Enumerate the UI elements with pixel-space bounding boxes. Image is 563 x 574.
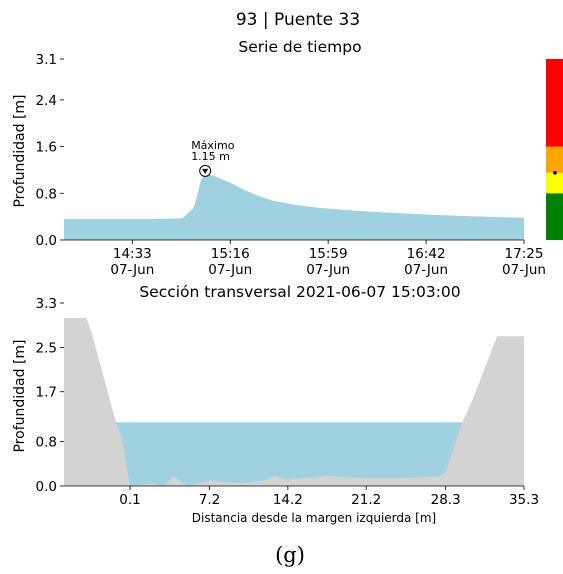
x-tick-time: 16:42 bbox=[407, 246, 446, 262]
x-tick-label: 21.2 bbox=[351, 492, 381, 508]
max-marker-triangle bbox=[202, 168, 209, 174]
max-annotation-value: 1.15 m bbox=[191, 150, 230, 163]
y-tick-label: 2.4 bbox=[36, 93, 57, 109]
level-bar-segment bbox=[546, 172, 563, 194]
x-tick-date: 07-Jun bbox=[404, 262, 448, 278]
x-tick-time: 17:25 bbox=[505, 246, 544, 262]
cross-section-subtitle: Sección transversal 2021-06-07 15:03:00 bbox=[139, 283, 460, 301]
figure-caption: (g) bbox=[275, 543, 305, 567]
time-series-chart: Serie de tiempo 0.00.81.62.43.1 14:3307-… bbox=[12, 38, 563, 278]
cross-section-x-label: Distancia desde la margen izquierda [m] bbox=[192, 511, 436, 525]
x-tick-label: 28.3 bbox=[431, 492, 461, 508]
cross-section-chart: Sección transversal 2021-06-07 15:03:00 … bbox=[12, 283, 539, 525]
x-tick-time: 15:59 bbox=[309, 246, 348, 262]
x-tick-label: 14.2 bbox=[273, 492, 303, 508]
level-bar-segment bbox=[546, 146, 563, 173]
level-bar bbox=[546, 59, 563, 240]
depth-area bbox=[64, 172, 524, 240]
cross-section-y-ticks: 0.0 0.8 1.7 2.5 3.3 bbox=[36, 296, 64, 495]
y-tick-label: 3.3 bbox=[36, 296, 57, 312]
x-tick-label: 7.2 bbox=[199, 492, 220, 508]
y-tick-label: 3.1 bbox=[36, 52, 57, 68]
level-bar-segment bbox=[546, 193, 563, 240]
x-tick-date: 07-Jun bbox=[502, 262, 546, 278]
max-annotation-label: Máximo bbox=[191, 139, 235, 152]
x-tick-time: 15:16 bbox=[211, 246, 250, 262]
y-tick-label: 1.7 bbox=[36, 385, 57, 401]
figure-title: 93 | Puente 33 bbox=[236, 10, 360, 30]
cross-section-x-ticks: 0.1 7.2 14.2 21.2 28.3 35.3 bbox=[119, 486, 539, 508]
x-tick-date: 07-Jun bbox=[208, 262, 252, 278]
time-series-y-label: Profundidad [m] bbox=[12, 94, 28, 207]
y-tick-label: 0.0 bbox=[36, 479, 57, 495]
current-level-dot bbox=[553, 171, 557, 175]
x-tick-label: 35.3 bbox=[509, 492, 539, 508]
max-marker-icon bbox=[199, 164, 212, 177]
y-tick-label: 0.8 bbox=[36, 435, 57, 451]
y-tick-label: 2.5 bbox=[36, 340, 57, 356]
y-tick-label: 0.0 bbox=[36, 233, 57, 249]
water-area bbox=[116, 422, 463, 486]
y-tick-label: 0.8 bbox=[36, 186, 57, 202]
cross-section-y-label: Profundidad [m] bbox=[12, 339, 28, 452]
ground-area bbox=[64, 318, 524, 486]
x-tick-time: 14:33 bbox=[113, 246, 152, 262]
time-series-x-ticks: 14:3307-Jun15:1607-Jun15:5907-Jun16:4207… bbox=[110, 240, 546, 278]
x-tick-date: 07-Jun bbox=[110, 262, 154, 278]
x-tick-date: 07-Jun bbox=[306, 262, 350, 278]
time-series-y-ticks: 0.0 0.8 1.6 2.4 3.1 bbox=[36, 52, 64, 249]
x-tick-label: 0.1 bbox=[119, 492, 140, 508]
y-tick-label: 1.6 bbox=[36, 140, 57, 156]
time-series-subtitle: Serie de tiempo bbox=[238, 38, 361, 56]
level-bar-segment bbox=[546, 59, 563, 147]
